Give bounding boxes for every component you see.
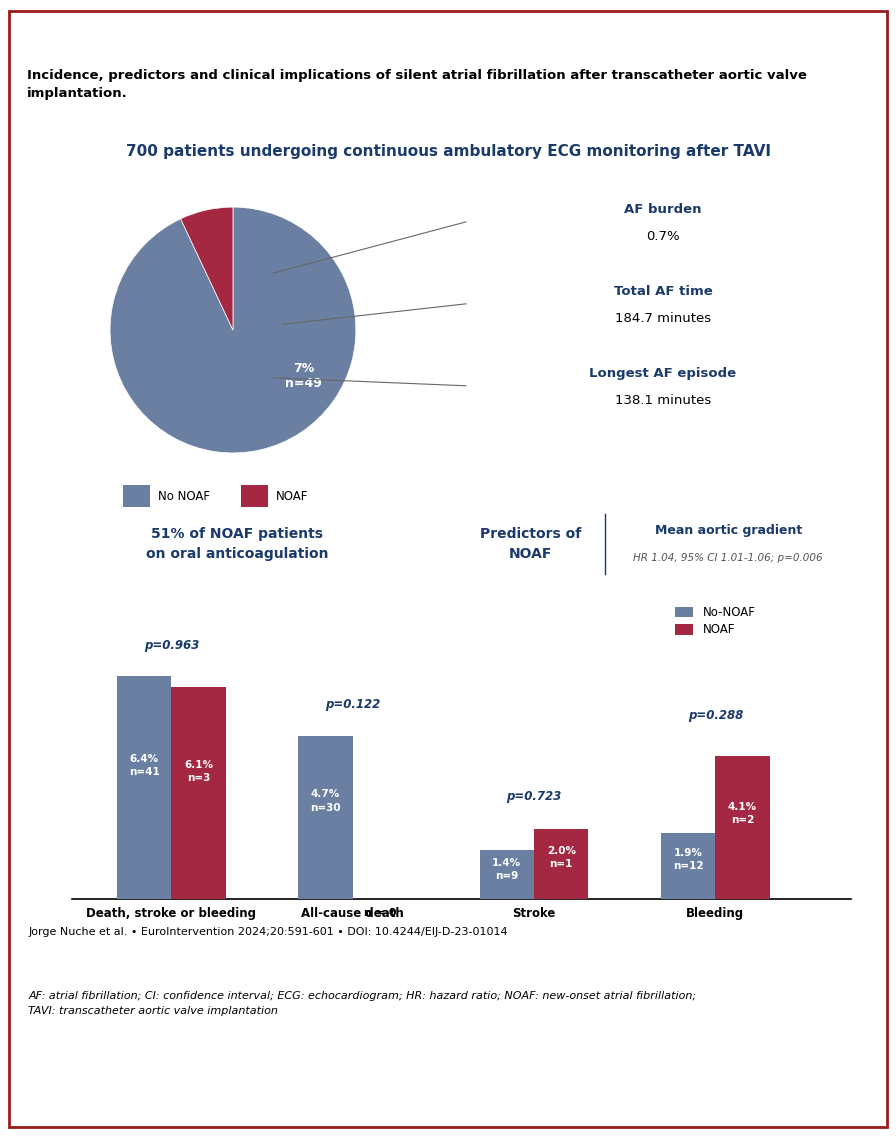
Bar <box>117 676 171 899</box>
Text: 1.4%
n=9: 1.4% n=9 <box>492 858 521 882</box>
Bar <box>241 485 269 508</box>
Text: p=0.963: p=0.963 <box>143 640 199 652</box>
Text: 1.9%
n=12: 1.9% n=12 <box>673 848 703 871</box>
Text: Predictors of
NOAF: Predictors of NOAF <box>479 527 582 561</box>
Text: Central Illustration: Central Illustration <box>728 20 876 34</box>
Text: n = 0: n = 0 <box>364 908 396 917</box>
Text: 7%
n=49: 7% n=49 <box>285 362 322 390</box>
Bar <box>676 625 694 635</box>
Text: NOAF: NOAF <box>702 622 735 636</box>
Bar <box>171 687 226 899</box>
Text: p=0.122: p=0.122 <box>325 699 380 711</box>
Text: p=0.288: p=0.288 <box>687 709 743 721</box>
Text: 6.4%
n=41: 6.4% n=41 <box>129 753 159 777</box>
Text: 138.1 minutes: 138.1 minutes <box>615 394 711 407</box>
Text: 700 patients undergoing continuous ambulatory ECG monitoring after TAVI: 700 patients undergoing continuous ambul… <box>125 143 771 159</box>
Text: NOAF: NOAF <box>276 489 309 503</box>
Text: EuroIntervention: EuroIntervention <box>20 20 152 34</box>
Bar <box>479 850 534 899</box>
Text: Total AF time: Total AF time <box>614 284 712 298</box>
Wedge shape <box>110 207 356 453</box>
Text: 6.1%
n=3: 6.1% n=3 <box>184 760 213 783</box>
Text: No-NOAF: No-NOAF <box>702 605 755 619</box>
Bar <box>676 607 694 618</box>
Text: 0.7%: 0.7% <box>646 230 680 244</box>
Text: 2.0%
n=1: 2.0% n=1 <box>547 846 575 869</box>
Bar <box>534 830 589 899</box>
Text: HR 1.04, 95% CI 1.01-1.06; p=0.006: HR 1.04, 95% CI 1.01-1.06; p=0.006 <box>633 553 823 563</box>
Text: p=0.723: p=0.723 <box>506 791 562 803</box>
Text: 184.7 minutes: 184.7 minutes <box>615 312 711 325</box>
Text: 4.1%
n=2: 4.1% n=2 <box>728 802 757 825</box>
Text: Mean aortic gradient: Mean aortic gradient <box>655 525 802 537</box>
Bar <box>123 485 151 508</box>
Bar <box>661 833 715 899</box>
Text: AF: atrial fibrillation; CI: confidence interval; ECG: echocardiogram; HR: hazar: AF: atrial fibrillation; CI: confidence … <box>29 991 696 1016</box>
Bar <box>298 735 353 899</box>
Text: AF burden: AF burden <box>625 203 702 216</box>
Text: No NOAF: No NOAF <box>158 489 210 503</box>
Text: Longest AF episode: Longest AF episode <box>590 366 737 380</box>
Bar <box>715 757 770 899</box>
Text: Incidence, predictors and clinical implications of silent atrial fibrillation af: Incidence, predictors and clinical impli… <box>27 68 806 100</box>
Text: 4.7%
n=30: 4.7% n=30 <box>310 790 340 813</box>
Wedge shape <box>181 207 233 330</box>
Text: Jorge Nuche et al. • EuroIntervention 2024;20:591-601 • DOI: 10.4244/EIJ-D-23-01: Jorge Nuche et al. • EuroIntervention 20… <box>29 927 508 937</box>
Text: 51% of NOAF patients
on oral anticoagulation: 51% of NOAF patients on oral anticoagula… <box>146 527 329 561</box>
